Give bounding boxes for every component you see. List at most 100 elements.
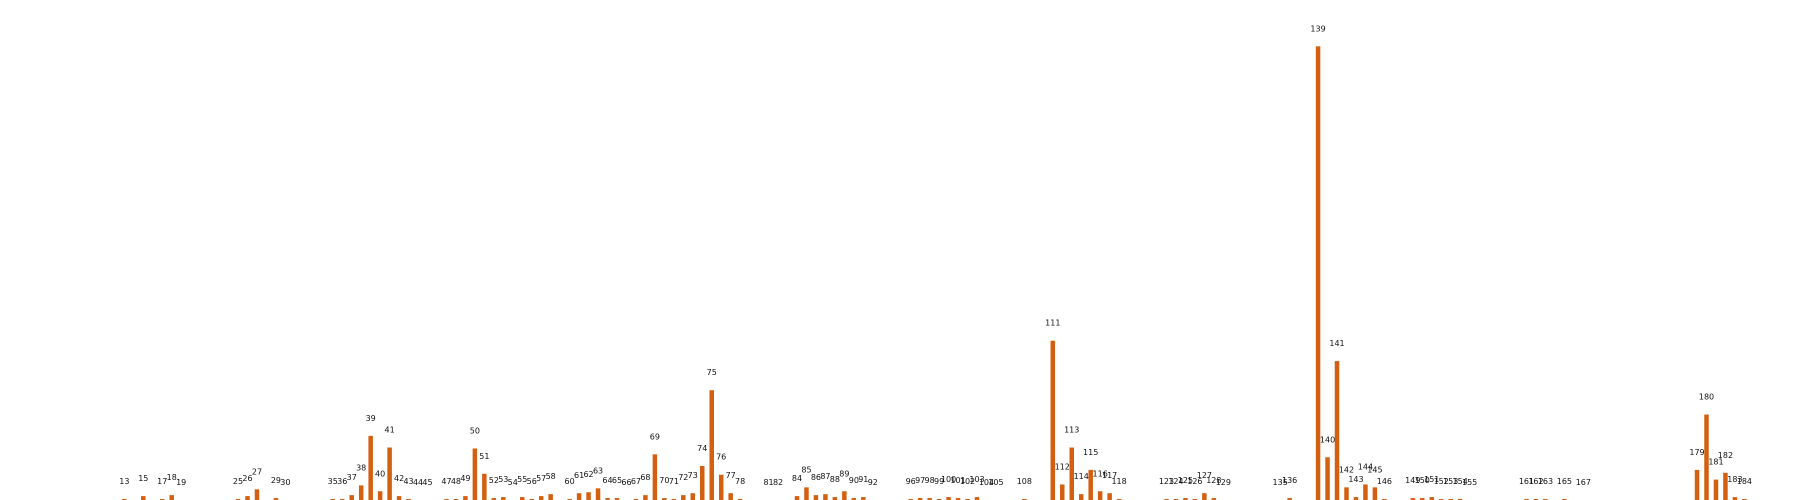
- data-label-123: 123: [1159, 477, 1174, 486]
- bar-100: [946, 497, 951, 500]
- bar-49: [463, 496, 468, 500]
- bar-150: [1420, 498, 1425, 500]
- bar-141: [1334, 361, 1340, 500]
- bar-125: [1183, 498, 1188, 500]
- bar-75: [709, 390, 714, 500]
- bar-128: [1211, 498, 1217, 500]
- data-label-161: 161: [1519, 477, 1534, 486]
- data-label-125: 125: [1178, 476, 1193, 485]
- data-label-85: 85: [801, 465, 811, 474]
- data-label-52: 52: [489, 476, 499, 485]
- data-label-108: 108: [1017, 477, 1032, 486]
- bar-77: [728, 493, 733, 500]
- data-label-40: 40: [375, 469, 385, 478]
- bar-90: [851, 498, 857, 500]
- bar-98: [927, 498, 932, 500]
- data-label-128: 128: [1206, 476, 1221, 485]
- bar-113: [1069, 447, 1074, 500]
- bar-143: [1353, 497, 1359, 500]
- data-label-152: 152: [1434, 477, 1449, 486]
- bar-117: [1107, 493, 1112, 500]
- data-label-90: 90: [849, 476, 859, 485]
- bar-40: [377, 491, 383, 500]
- data-label-41: 41: [385, 426, 395, 435]
- data-label-102: 102: [960, 477, 975, 486]
- bar-51: [482, 473, 487, 500]
- data-label-71: 71: [669, 477, 679, 486]
- data-label-27: 27: [252, 467, 262, 476]
- bar-149: [1410, 498, 1416, 500]
- data-label-62: 62: [583, 470, 593, 479]
- data-label-42: 42: [394, 474, 404, 483]
- bar-42: [396, 496, 402, 500]
- bar-27: [254, 489, 260, 500]
- bar-73: [690, 493, 696, 500]
- data-label-39: 39: [366, 414, 376, 423]
- data-label-15: 15: [138, 474, 148, 483]
- data-label-17: 17: [157, 477, 167, 486]
- bar-183: [1732, 497, 1738, 500]
- bar-series: [122, 46, 1747, 500]
- bar-140: [1325, 457, 1330, 500]
- bar-15: [141, 496, 146, 500]
- data-label-101: 101: [950, 476, 965, 485]
- data-label-149: 149: [1405, 476, 1420, 485]
- data-label-150: 150: [1415, 476, 1430, 485]
- bar-136: [1287, 498, 1292, 500]
- bar-29: [273, 498, 279, 500]
- bar-111: [1050, 340, 1056, 500]
- bar-97: [917, 498, 923, 500]
- bar-41: [387, 447, 392, 500]
- data-label-183: 183: [1727, 475, 1742, 484]
- data-label-115: 115: [1083, 448, 1098, 457]
- data-label-26: 26: [242, 474, 252, 483]
- bar-58: [548, 494, 553, 500]
- data-label-151: 151: [1424, 475, 1439, 484]
- data-label-43: 43: [403, 477, 413, 486]
- data-label-112: 112: [1055, 462, 1070, 471]
- data-label-45: 45: [422, 478, 432, 487]
- bar-144: [1363, 484, 1368, 500]
- data-label-61: 61: [574, 471, 584, 480]
- data-label-167: 167: [1576, 478, 1591, 487]
- bar-180: [1704, 414, 1709, 500]
- data-label-179: 179: [1689, 448, 1704, 457]
- data-label-104: 104: [979, 478, 994, 487]
- data-label-124: 124: [1168, 477, 1183, 486]
- data-label-50: 50: [470, 427, 480, 436]
- data-label-142: 142: [1339, 465, 1354, 474]
- bar-89: [842, 491, 847, 500]
- data-label-86: 86: [811, 473, 821, 482]
- data-label-182: 182: [1718, 451, 1733, 460]
- data-label-116: 116: [1093, 469, 1108, 478]
- bar-70: [662, 498, 667, 500]
- data-label-77: 77: [726, 471, 736, 480]
- bar-74: [700, 466, 705, 500]
- data-label-66: 66: [621, 478, 631, 487]
- bar-86: [813, 495, 819, 500]
- data-label-143: 143: [1348, 475, 1363, 484]
- data-label-35: 35: [328, 477, 338, 486]
- bar-181: [1713, 479, 1719, 500]
- data-label-73: 73: [688, 471, 698, 480]
- data-label-127: 127: [1197, 471, 1212, 480]
- data-label-114: 114: [1074, 472, 1089, 481]
- bar-50: [472, 448, 478, 500]
- data-label-96: 96: [906, 477, 916, 486]
- bar-61: [576, 493, 582, 500]
- data-label-55: 55: [517, 475, 527, 484]
- data-label-129: 129: [1216, 478, 1231, 487]
- data-label-145: 145: [1367, 465, 1382, 474]
- data-label-181: 181: [1708, 458, 1723, 467]
- data-label-58: 58: [546, 472, 556, 481]
- data-label-117: 117: [1102, 471, 1117, 480]
- data-label-65: 65: [612, 476, 622, 485]
- data-label-84: 84: [792, 474, 802, 483]
- bar-68: [643, 495, 648, 500]
- data-label-25: 25: [233, 477, 243, 486]
- data-label-44: 44: [413, 478, 423, 487]
- data-label-111: 111: [1045, 319, 1060, 328]
- data-label-144: 144: [1358, 462, 1373, 471]
